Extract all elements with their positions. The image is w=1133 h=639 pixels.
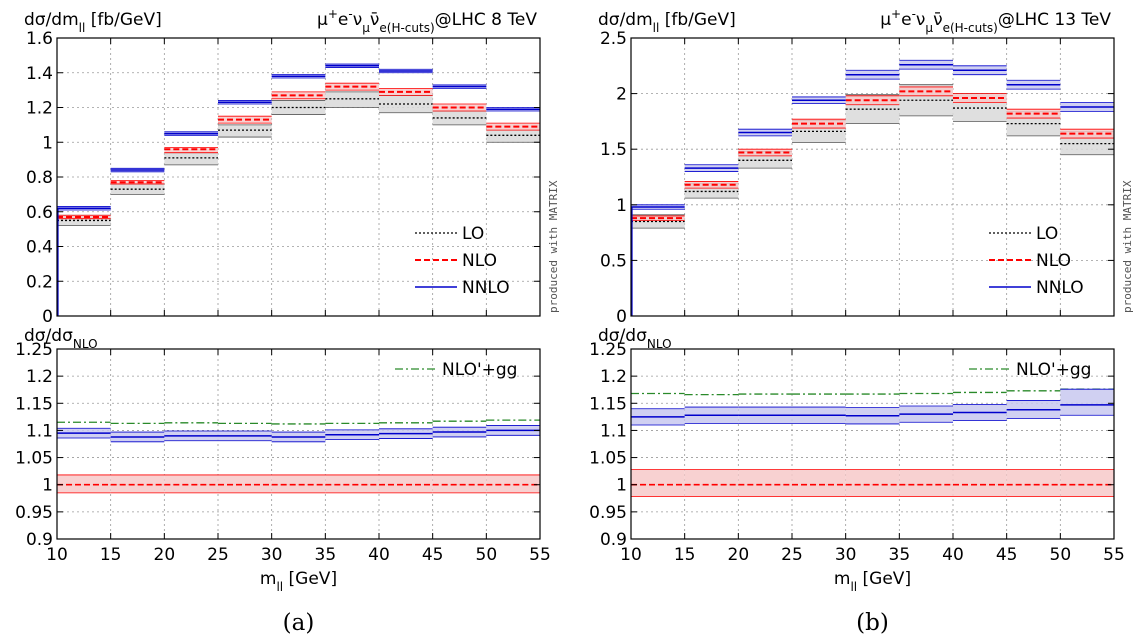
x-tick-label: 45 — [996, 545, 1018, 565]
x-axis-label: mll [GeV] — [260, 569, 337, 594]
x-tick-label: 10 — [46, 545, 68, 565]
ratio-band-nlo — [685, 470, 739, 497]
ratio-y-tick-label: 1.2 — [26, 367, 53, 387]
main-band-lo — [486, 130, 540, 142]
ratio-band-nlo — [433, 475, 487, 493]
ratio-y-tick-label: 0.95 — [589, 503, 627, 523]
main-y-tick-label: 1 — [616, 196, 627, 216]
legend-label-lo: LO — [462, 224, 484, 244]
panel-caption: (b) — [856, 610, 889, 636]
x-tick-label: 30 — [835, 545, 857, 565]
panel-b: 0 0.5 1 1.5 2 2.5dσ/dmll [fb/GeV] μ+e-νμν̄e(H-… — [589, 7, 1133, 636]
x-tick-label: 50 — [1050, 545, 1072, 565]
legend-label-nnlo: NNLO — [1036, 278, 1084, 298]
legend-label-nlo-gg: NLO'+gg — [442, 360, 517, 380]
legend-label-nlo: NLO — [462, 251, 497, 271]
process-title: μ+e-νμν̄e(H-cuts)@LHC 8 TeV — [317, 7, 537, 35]
ratio-y-tick-label: 1.05 — [15, 449, 53, 469]
matrix-watermark: produced with MATRIX — [1121, 180, 1133, 313]
x-tick-label: 10 — [620, 545, 642, 565]
ratio-band-nlo — [164, 475, 218, 493]
panel-caption: (a) — [283, 610, 315, 636]
x-tick-label: 15 — [100, 545, 122, 565]
ratio-band-nlo — [272, 475, 326, 493]
legend-label-nlo: NLO — [1036, 251, 1071, 271]
x-tick-label: 15 — [674, 545, 696, 565]
ratio-y-tick-label: 1.1 — [600, 421, 627, 441]
main-y-tick-label: 0 — [42, 307, 53, 327]
ratio-band-nlo — [325, 475, 379, 493]
ratio-band-nlo — [486, 475, 540, 493]
ratio-band-nlo — [1060, 470, 1114, 497]
main-band-lo — [218, 125, 272, 137]
ratio-band-nlo — [379, 475, 433, 493]
main-y-tick-label: 2.5 — [600, 29, 627, 49]
ratio-band-nlo — [631, 470, 685, 497]
x-tick-label: 25 — [207, 545, 229, 565]
process-title: μ+e-νμν̄e(H-cuts)@LHC 13 TeV — [880, 7, 1111, 35]
x-tick-label: 20 — [154, 545, 176, 565]
main-band-lo — [164, 153, 218, 165]
panel-a: 0 0.2 0.4 0.6 0.8 1 1.2 1.4 1.6dσ/dmll [fb/GeV] μ… — [15, 7, 560, 636]
main-y-tick-label: 0.2 — [26, 272, 53, 292]
x-tick-label: 40 — [368, 545, 390, 565]
ratio-band-nlo — [899, 470, 953, 497]
main-y-tick-label: 2 — [616, 85, 627, 105]
x-axis-label: mll [GeV] — [834, 569, 911, 594]
main-plot-frame — [631, 38, 1114, 316]
main-y-tick-label: 1 — [42, 133, 53, 153]
main-y-tick-label: 1.6 — [26, 29, 53, 49]
ratio-band-nlo — [57, 475, 111, 493]
ratio-band-nlo — [738, 470, 792, 497]
x-tick-label: 40 — [942, 545, 964, 565]
ratio-y-tick-label: 1.1 — [26, 421, 53, 441]
x-tick-label: 25 — [781, 545, 803, 565]
x-tick-label: 50 — [476, 545, 498, 565]
matrix-watermark: produced with MATRIX — [547, 180, 560, 313]
x-tick-label: 35 — [315, 545, 337, 565]
ratio-y-tick-label: 1 — [616, 476, 627, 496]
ratio-y-tick-label: 1.2 — [600, 367, 627, 387]
main-y-tick-label: 0.5 — [600, 251, 627, 271]
x-tick-label: 55 — [529, 545, 551, 565]
main-y-tick-label: 0 — [616, 307, 627, 327]
ratio-band-nnlo — [1060, 389, 1114, 415]
ratio-band-nlo — [953, 470, 1007, 497]
legend-label-nlo-gg: NLO'+gg — [1016, 360, 1091, 380]
x-tick-label: 30 — [261, 545, 283, 565]
x-tick-label: 20 — [728, 545, 750, 565]
ratio-band-nlo — [846, 470, 900, 497]
ratio-y-tick-label: 1.05 — [589, 449, 627, 469]
ratio-y-tick-label: 1.15 — [15, 394, 53, 414]
main-y-tick-label: 0.8 — [26, 168, 53, 188]
x-tick-label: 45 — [422, 545, 444, 565]
main-y-tick-label: 1.2 — [26, 99, 53, 119]
ratio-band-nlo — [218, 475, 272, 493]
x-tick-label: 35 — [889, 545, 911, 565]
legend-label-nnlo: NNLO — [462, 278, 510, 298]
main-y-tick-label: 0.6 — [26, 203, 53, 223]
ratio-band-nlo — [792, 470, 846, 497]
main-y-tick-label: 0.4 — [26, 238, 53, 258]
ratio-y-tick-label: 1.15 — [589, 394, 627, 414]
main-y-tick-label: 1.4 — [26, 64, 53, 84]
main-y-tick-label: 1.5 — [600, 140, 627, 160]
legend-label-lo: LO — [1036, 224, 1058, 244]
ratio-y-tick-label: 0.95 — [15, 503, 53, 523]
ratio-y-tick-label: 1 — [42, 476, 53, 496]
ratio-band-nlo — [1007, 470, 1061, 497]
x-tick-label: 55 — [1103, 545, 1125, 565]
ratio-band-nlo — [111, 475, 165, 493]
main-band-lo — [325, 92, 379, 108]
